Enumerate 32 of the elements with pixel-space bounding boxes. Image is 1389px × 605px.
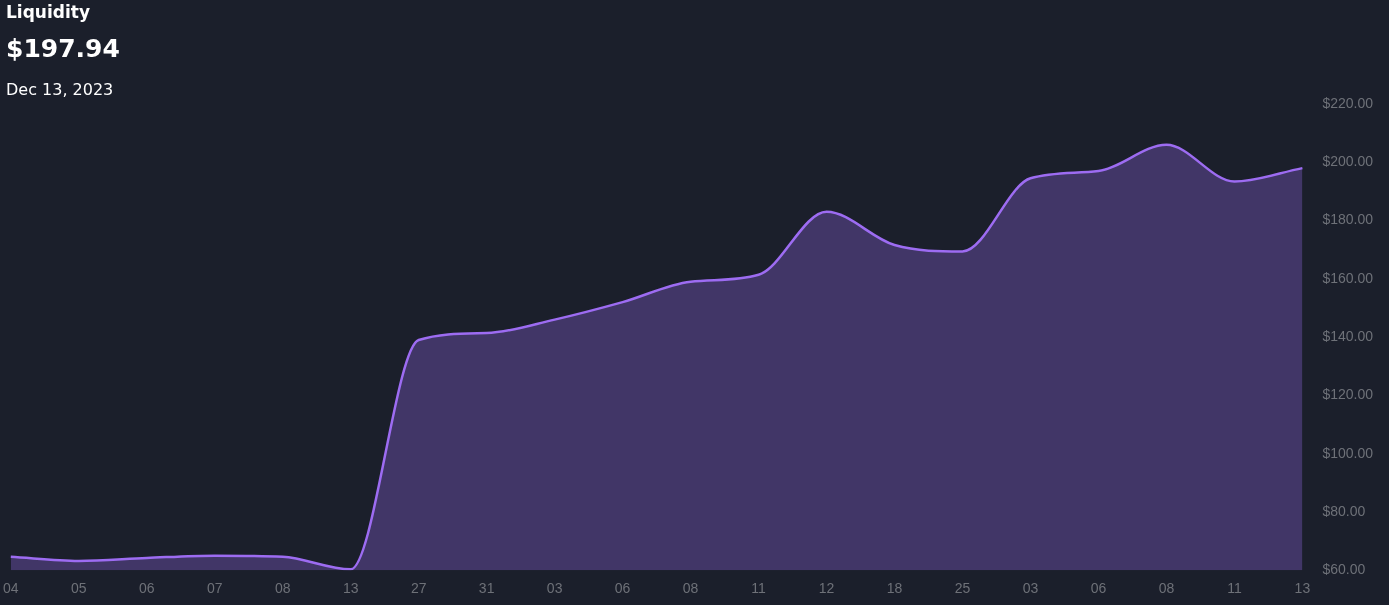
x-tick-label: 27 — [410, 580, 427, 597]
x-tick-label: 13 — [1294, 580, 1311, 597]
y-tick-label: $140.00 — [1322, 327, 1374, 344]
x-tick-label: 11 — [1227, 580, 1242, 597]
x-tick-label: 06 — [614, 580, 631, 597]
x-tick-label: 05 — [70, 580, 87, 597]
x-tick-label: 07 — [206, 580, 223, 597]
y-tick-label: $200.00 — [1322, 153, 1374, 170]
x-tick-label: 03 — [546, 580, 563, 597]
y-tick-label: $120.00 — [1322, 386, 1374, 403]
y-tick-label: $60.00 — [1322, 561, 1366, 578]
x-tick-label: 06 — [138, 580, 155, 597]
x-tick-label: 08 — [682, 580, 699, 597]
x-tick-label: 31 — [478, 580, 495, 597]
y-tick-label: $160.00 — [1322, 269, 1374, 286]
x-tick-label: 13 — [342, 580, 359, 597]
x-tick-label: 08 — [1158, 580, 1175, 597]
chart-title: Liquidity — [6, 2, 90, 22]
x-tick-label: 08 — [274, 580, 291, 597]
x-tick-label: 18 — [886, 580, 903, 597]
chart-subtitle: $197.94 — [6, 34, 120, 63]
x-tick-label: 06 — [1090, 580, 1107, 597]
y-tick-label: $80.00 — [1322, 502, 1366, 519]
y-tick-label: $180.00 — [1322, 211, 1374, 228]
x-tick-label: 25 — [954, 580, 971, 597]
y-tick-label: $220.00 — [1322, 94, 1374, 111]
x-tick-label: 03 — [1022, 580, 1039, 597]
x-tick-label: 04 — [3, 580, 19, 597]
x-tick-label: 11 — [751, 580, 767, 597]
text: Dec 13, 2023 — [6, 80, 114, 99]
x-tick-label: 12 — [818, 580, 835, 597]
y-tick-label: $100.00 — [1322, 444, 1374, 461]
